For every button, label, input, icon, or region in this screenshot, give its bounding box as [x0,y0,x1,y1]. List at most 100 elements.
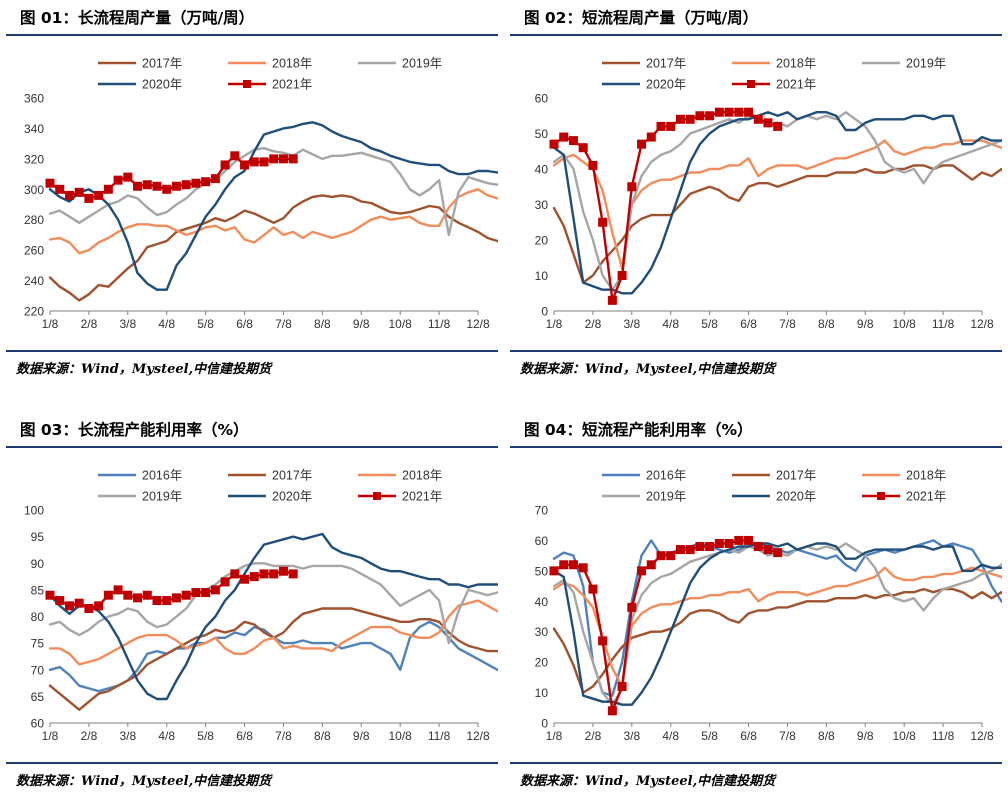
divider [6,762,498,764]
y-tick-label: 40 [535,595,549,609]
chart-title: 图 01：长流程周产量（万吨/周） [20,9,255,27]
legend-label: 2016年 [646,469,686,483]
legend-item: 2018年 [862,469,946,483]
y-tick-label: 20 [535,234,549,248]
series-line-2016年 [552,539,1002,697]
data-point [84,604,94,614]
series-line-2017年 [48,194,498,302]
divider [6,34,498,36]
x-tick-label: 7/8 [779,729,796,743]
x-tick-label: 10/8 [389,729,413,743]
series-line-2021年 [552,110,779,302]
data-point [201,588,211,598]
data-point [637,139,647,149]
legend-item: 2017年 [98,57,182,71]
divider [6,350,498,352]
data-point [201,177,211,187]
legend-item: 2020年 [98,78,182,92]
chart-panel-4: 图 04：短流程产能利用率（%） 2016年 2017年 2018年 2019年 202… [510,412,1002,810]
legend-marker [877,492,885,500]
data-point [744,535,754,545]
data-point [240,574,250,584]
data-point [230,569,240,579]
x-tick-label: 11/8 [932,729,955,743]
y-tick-label: 70 [31,663,45,677]
legend-item: 2021年 [358,490,442,504]
x-tick-label: 8/8 [818,317,835,331]
divider [6,446,498,448]
legend-label: 2020年 [272,490,312,504]
legend-label: 2021年 [272,78,312,92]
line-chart: 2017年 2018年 2019年 2020年 2021年 0 10 20 30 40 50 60 1/… [535,57,1002,331]
x-tick-label: 9/8 [353,317,370,331]
data-point [675,114,685,124]
chart-title: 图 03：长流程产能利用率（%） [20,421,249,439]
legend-item: 2017年 [602,57,686,71]
x-tick-label: 10/8 [893,317,917,331]
data-point [259,157,269,167]
x-tick-label: 12/8 [466,729,490,743]
y-tick-label: 240 [24,274,44,288]
data-point [753,114,763,124]
data-point [171,593,181,603]
y-tick-label: 280 [24,213,44,227]
x-tick-label: 2/8 [81,317,98,331]
legend-item: 2016年 [98,469,182,483]
x-tick-label: 5/8 [701,729,718,743]
data-point [142,180,152,190]
x-tick-label: 3/8 [119,729,136,743]
data-point [598,217,608,227]
series-line-2016年 [48,620,498,693]
data-point [724,538,734,548]
legend-item: 2017年 [228,469,312,483]
series-line-2018年 [48,599,498,666]
data-point [666,551,676,561]
data-point [288,154,298,164]
x-tick-label: 4/8 [662,317,679,331]
x-tick-label: 4/8 [158,317,175,331]
x-tick-label: 4/8 [662,729,679,743]
y-tick-label: 360 [24,92,44,106]
data-point [55,184,65,194]
y-tick-label: 85 [31,583,45,597]
x-tick-label: 9/8 [857,729,874,743]
legend-item: 2019年 [862,57,946,71]
data-point [64,190,74,200]
data-point [637,566,647,576]
series-line-2020年 [552,110,1002,295]
data-point [94,190,104,200]
data-point [578,563,588,573]
series-line-2019年 [48,146,498,237]
data-point [181,180,191,190]
data-point [55,596,65,606]
x-tick-label: 3/8 [623,729,640,743]
data-point [656,121,666,131]
y-tick-label: 60 [535,92,549,106]
chart-title: 图 04：短流程产能利用率（%） [524,421,753,439]
legend-label: 2017年 [646,57,686,71]
legend-label: 2018年 [906,469,946,483]
data-point [549,139,559,149]
data-point [646,560,656,570]
data-point [695,111,705,121]
legend-label: 2020年 [646,78,686,92]
data-point [220,160,230,170]
data-point [607,706,617,716]
data-point [617,681,627,691]
data-point [656,551,666,561]
data-point [734,107,744,117]
legend-label: 2019年 [906,57,946,71]
legend-item: 2018年 [732,57,816,71]
legend-label: 2019年 [646,490,686,504]
y-tick-label: 10 [535,686,549,700]
data-point [162,184,172,194]
legend-label: 2019年 [142,490,182,504]
legend-marker [373,492,381,500]
x-tick-label: 7/8 [275,729,292,743]
legend-item: 2021年 [228,78,312,92]
data-point [191,178,201,188]
y-tick-label: 100 [24,504,44,518]
data-point [559,560,569,570]
data-point [549,566,559,576]
legend-label: 2017年 [272,469,312,483]
